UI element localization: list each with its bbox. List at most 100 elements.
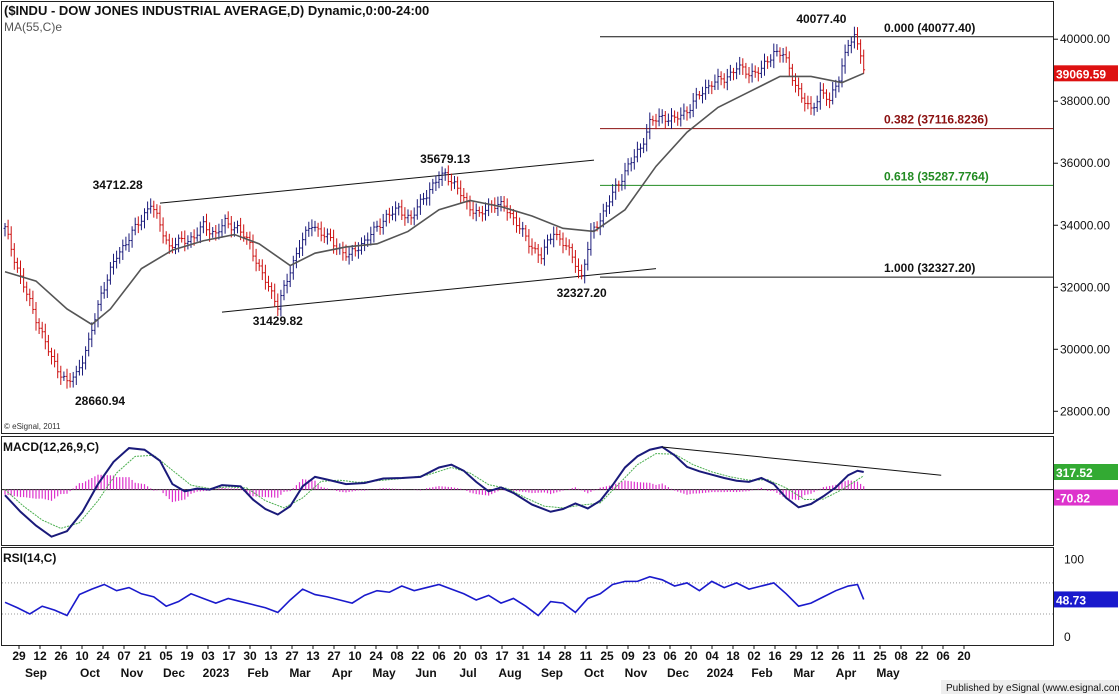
x-month-label: Feb <box>247 666 268 680</box>
macd-last-value-bg <box>1054 464 1118 481</box>
x-day-label: 21 <box>138 649 152 663</box>
price-y-tick-label: 38000.00 <box>1060 94 1110 108</box>
x-day-label: 25 <box>600 649 614 663</box>
x-month-label: Aug <box>498 666 521 680</box>
macd-trend-line <box>662 446 942 476</box>
rsi-layer <box>2 575 1053 617</box>
x-day-label: 17 <box>222 649 236 663</box>
x-day-label: 11 <box>853 649 866 663</box>
price-annotation-1: 35679.13 <box>420 152 470 166</box>
x-day-label: 08 <box>894 649 908 663</box>
price-annotation-2: 40077.40 <box>796 12 846 26</box>
x-day-label: 03 <box>201 649 215 663</box>
macd-signal-line <box>4 453 864 529</box>
published-label: Published by eSignal (www.esignal.com) <box>946 683 1119 694</box>
rsi-title: RSI(14,C) <box>3 551 56 565</box>
x-day-label: 02 <box>747 649 761 663</box>
x-month-label: 2024 <box>707 666 734 680</box>
channel-line-0 <box>159 159 595 204</box>
x-day-label: 17 <box>495 649 509 663</box>
macd-hist-value: -70.82 <box>1056 492 1090 506</box>
x-day-label: 16 <box>768 649 782 663</box>
copyright-label: © eSignal, 2011 <box>4 422 61 431</box>
x-day-label: 10 <box>75 649 89 663</box>
fib-label-1: 0.382 (37116.8236) <box>884 113 988 127</box>
x-day-label: 13 <box>306 649 320 663</box>
x-month-label: Oct <box>584 666 604 680</box>
price-y-tick-label: 30000.00 <box>1060 342 1110 356</box>
price-y-tick-label: 32000.00 <box>1060 280 1110 294</box>
x-day-label: 28 <box>558 649 572 663</box>
price-y-tick-label: 34000.00 <box>1060 218 1110 232</box>
x-day-label: 03 <box>474 649 488 663</box>
x-day-label: 29 <box>12 649 26 663</box>
x-month-label: Dec <box>163 666 185 680</box>
x-month-label: 2023 <box>203 666 230 680</box>
x-day-label: 06 <box>936 649 950 663</box>
price-annotation-3: 31429.82 <box>253 314 303 328</box>
ma-line <box>4 72 865 326</box>
chart-title: ($INDU - DOW JONES INDUSTRIAL AVERAGE,D)… <box>4 3 429 18</box>
x-month-label: Jul <box>459 666 476 680</box>
macd-hist-value-bg <box>1054 489 1118 506</box>
price-panel-frame <box>1 1 1054 434</box>
x-day-label: 18 <box>726 649 740 663</box>
price-last-value: 39069.59 <box>1056 67 1106 81</box>
ma-label: MA(55,C)e <box>4 20 62 34</box>
x-day-label: 29 <box>789 649 803 663</box>
x-day-label: 11 <box>580 649 593 663</box>
x-day-label: 06 <box>432 649 446 663</box>
x-month-label: May <box>372 666 396 680</box>
price-y-tick-label: 28000.00 <box>1060 404 1110 418</box>
x-day-label: 06 <box>663 649 677 663</box>
macd-line <box>4 445 864 538</box>
price-y-tick-label: 36000.00 <box>1060 156 1110 170</box>
x-month-label: May <box>876 666 900 680</box>
price-annotation-5: 32327.20 <box>557 286 607 300</box>
x-day-label: 09 <box>621 649 635 663</box>
rsi-y-tick-label: 0 <box>1064 630 1071 644</box>
x-day-label: 05 <box>159 649 173 663</box>
x-month-label: Apr <box>332 666 353 680</box>
x-day-label: 20 <box>453 649 467 663</box>
x-day-label: 26 <box>54 649 68 663</box>
price-layer: 0.000 (40077.40) 0.382 (37116.8236) 0.618 … <box>3 12 1053 408</box>
rsi-last-value-bg <box>1054 591 1118 608</box>
x-day-label: 27 <box>327 649 341 663</box>
x-day-label: 24 <box>96 649 110 663</box>
macd-layer <box>2 445 1053 538</box>
x-day-label: 07 <box>117 649 131 663</box>
x-month-label: Mar <box>289 666 311 680</box>
rsi-line <box>4 575 865 617</box>
x-month-label: Nov <box>625 666 648 680</box>
x-day-label: 04 <box>705 649 719 663</box>
x-day-label: 12 <box>810 649 824 663</box>
x-month-label: Feb <box>751 666 772 680</box>
x-day-label: 26 <box>831 649 845 663</box>
footer-bar <box>941 680 1119 694</box>
x-month-label: Nov <box>121 666 144 680</box>
fib-label-2: 0.618 (35287.7764) <box>884 169 989 183</box>
x-day-label: 08 <box>390 649 404 663</box>
x-day-label: 14 <box>537 649 551 663</box>
x-month-label: Dec <box>667 666 689 680</box>
x-month-label: Oct <box>80 666 100 680</box>
x-month-label: Apr <box>836 666 857 680</box>
x-day-label: 23 <box>642 649 656 663</box>
x-day-label: 31 <box>516 649 530 663</box>
x-day-label: 13 <box>264 649 278 663</box>
x-month-label: Sep <box>25 666 47 680</box>
x-day-label: 24 <box>369 649 383 663</box>
fib-label-0: 0.000 (40077.40) <box>884 21 975 35</box>
price-last-value-bg <box>1054 65 1118 82</box>
rsi-panel-frame <box>1 547 1054 646</box>
rsi-y-tick-label: 100 <box>1064 553 1084 567</box>
x-day-label: 10 <box>348 649 362 663</box>
x-day-label: 20 <box>684 649 698 663</box>
x-month-label: Jun <box>415 666 436 680</box>
x-day-label: 22 <box>915 649 929 663</box>
rsi-last-value: 48.73 <box>1056 593 1086 607</box>
x-month-label: Mar <box>793 666 815 680</box>
